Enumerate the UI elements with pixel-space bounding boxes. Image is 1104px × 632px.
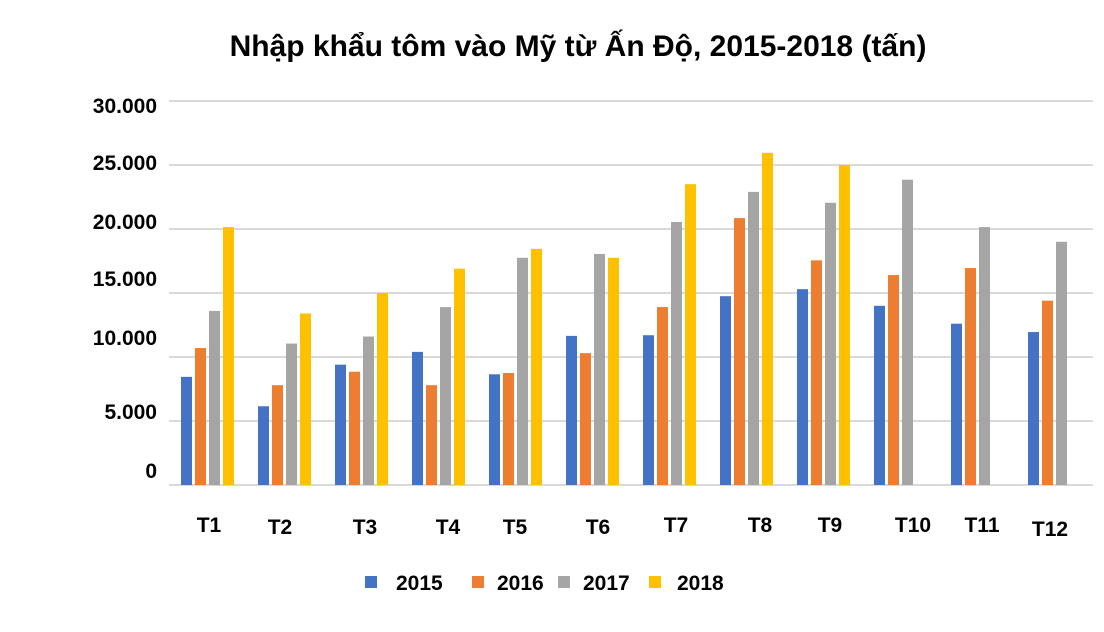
bar-2018-T6 [608, 257, 619, 485]
bar-2016-T6 [580, 353, 591, 485]
bar-2017-T2 [286, 343, 297, 485]
bar-group-T8 [720, 152, 773, 485]
bar-2016-T4 [426, 385, 437, 485]
bar-2015-T4 [412, 351, 423, 485]
bar-2018-T8 [762, 152, 773, 485]
bar-group-T5 [489, 248, 542, 485]
x-tick-label: T12 [1032, 518, 1068, 541]
bar-group-T9 [797, 165, 850, 485]
bar-2017-T10 [902, 179, 913, 485]
legend-label: 2018 [677, 572, 724, 595]
bar-group-T10 [874, 179, 913, 485]
bar-2015-T1 [181, 376, 192, 485]
legend-item-2018: 2018 [649, 572, 724, 595]
bar-2016-T5 [503, 373, 514, 485]
bar-2015-T8 [720, 296, 731, 485]
x-axis-tick-labels: T1 T2 T3 T4 T5 T6 T7 T8 T9 T10 T11 T12 [197, 514, 1068, 541]
bar-2016-T7 [657, 307, 668, 485]
bar-2015-T9 [797, 289, 808, 485]
bar-2017-T5 [517, 257, 528, 485]
y-tick-label: 5.000 [104, 401, 157, 424]
x-tick-label: T2 [268, 516, 293, 539]
bar-2016-T1 [195, 348, 206, 485]
y-tick-label: 10.000 [93, 327, 157, 350]
bar-group-T11 [951, 227, 990, 485]
bar-group-T3 [335, 293, 388, 485]
bar-2016-T11 [965, 268, 976, 485]
bar-2016-T2 [272, 385, 283, 485]
legend-swatch [472, 576, 484, 588]
bar-2015-T12 [1028, 332, 1039, 485]
x-tick-label: T3 [353, 516, 378, 539]
bar-2018-T2 [300, 313, 311, 485]
bar-2015-T2 [258, 406, 269, 485]
legend-label: 2015 [396, 572, 443, 595]
x-tick-label: T8 [748, 514, 773, 537]
y-tick-label: 15.000 [93, 268, 157, 291]
legend-item-2015: 2015 [365, 572, 443, 595]
x-tick-label: T7 [664, 514, 689, 537]
bar-group-T12 [1028, 241, 1067, 485]
bar-2015-T11 [951, 323, 962, 485]
gridlines [169, 100, 1093, 486]
x-tick-label: T9 [818, 514, 843, 537]
bar-2018-T4 [454, 268, 465, 485]
bar-2016-T3 [349, 371, 360, 485]
legend: 2015 2016 2017 2018 [365, 572, 724, 595]
x-tick-label: T11 [964, 514, 999, 537]
bar-2015-T5 [489, 374, 500, 485]
y-tick-label: 20.000 [93, 211, 157, 234]
bar-2015-T6 [566, 335, 577, 485]
bar-2015-T10 [874, 305, 885, 485]
legend-label: 2016 [497, 572, 544, 595]
bar-group-T6 [566, 253, 619, 485]
x-tick-label: T1 [197, 514, 222, 537]
bar-2017-T1 [209, 310, 220, 485]
bar-2017-T8 [748, 191, 759, 485]
bar-2017-T12 [1056, 241, 1067, 485]
bar-2017-T7 [671, 221, 682, 485]
bar-2017-T4 [440, 307, 451, 485]
bar-2017-T3 [363, 336, 374, 485]
bar-2016-T10 [888, 275, 899, 485]
bar-2018-T9 [839, 165, 850, 485]
y-tick-label: 30.000 [93, 95, 157, 118]
y-tick-label: 25.000 [93, 152, 157, 175]
bar-2017-T11 [979, 227, 990, 485]
bar-group-T1 [181, 227, 234, 485]
bar-2016-T8 [734, 218, 745, 485]
bar-2018-T7 [685, 184, 696, 485]
chart-title: Nhập khẩu tôm vào Mỹ từ Ấn Độ, 2015-2018… [230, 29, 927, 63]
legend-item-2016: 2016 [472, 572, 544, 595]
x-tick-label: T4 [436, 516, 461, 539]
bar-2015-T7 [643, 335, 654, 485]
bar-group-T2 [258, 313, 311, 485]
y-axis-tick-labels: 0 5.000 10.000 15.000 20.000 25.000 30.000 [93, 95, 157, 483]
bar-2017-T6 [594, 253, 605, 485]
x-tick-label: T5 [503, 516, 528, 539]
bar-2015-T3 [335, 364, 346, 485]
bar-2016-T9 [811, 260, 822, 485]
x-tick-label: T10 [895, 514, 931, 537]
legend-label: 2017 [583, 572, 630, 595]
legend-swatch [558, 576, 570, 588]
bar-group-T7 [643, 184, 696, 485]
legend-item-2017: 2017 [558, 572, 630, 595]
bar-2016-T12 [1042, 300, 1053, 485]
x-tick-label: T6 [586, 516, 611, 539]
bar-2018-T1 [223, 227, 234, 485]
bar-2017-T9 [825, 202, 836, 485]
legend-swatch [365, 576, 377, 588]
bar-2018-T3 [377, 293, 388, 485]
bars [181, 152, 1067, 485]
bar-2018-T5 [531, 248, 542, 485]
bar-group-T4 [412, 268, 465, 485]
legend-swatch [649, 576, 661, 588]
y-tick-label: 0 [145, 460, 157, 483]
